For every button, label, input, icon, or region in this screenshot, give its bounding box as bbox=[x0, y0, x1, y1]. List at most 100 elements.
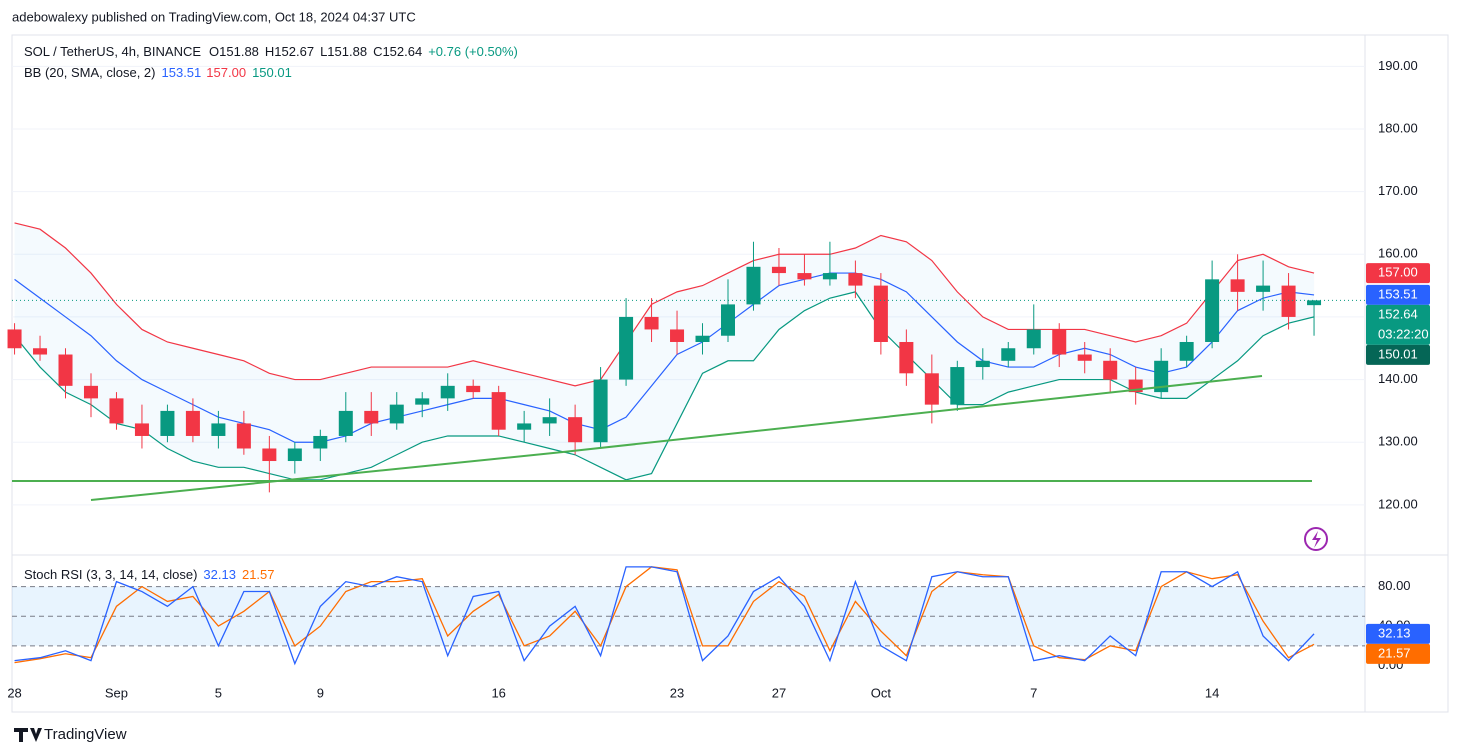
indicator-name: BB (20, SMA, close, 2) bbox=[24, 65, 156, 80]
candle-body bbox=[109, 398, 124, 424]
x-tick-label: Oct bbox=[871, 685, 892, 700]
indicator-value: 157.00 bbox=[206, 65, 246, 80]
candle-body bbox=[542, 417, 557, 424]
ohlc-value: L151.88 bbox=[320, 44, 367, 59]
candle-body bbox=[185, 410, 200, 436]
candle-body bbox=[593, 379, 608, 443]
symbol: SOL / TetherUS, 4h, BINANCE bbox=[24, 44, 201, 59]
candle-body bbox=[1179, 341, 1194, 361]
candle-body bbox=[797, 273, 812, 280]
x-tick-label: 5 bbox=[215, 685, 222, 700]
ohlc-value: C152.64 bbox=[373, 44, 422, 59]
candle-body bbox=[950, 367, 965, 405]
indicator-value: 32.13 bbox=[203, 567, 236, 582]
candle-body bbox=[1077, 354, 1092, 361]
candle-body bbox=[848, 273, 863, 286]
candle-body bbox=[236, 423, 251, 449]
candle-body bbox=[1154, 360, 1169, 393]
candle-body bbox=[262, 448, 277, 462]
candle-body bbox=[975, 360, 990, 368]
x-tick-label: 9 bbox=[317, 685, 324, 700]
candle-body bbox=[720, 304, 736, 336]
candle-body bbox=[1256, 285, 1271, 292]
alert-bolt bbox=[1312, 531, 1321, 548]
candle-body bbox=[313, 435, 328, 449]
candle-body bbox=[287, 448, 302, 462]
symbol-legend: SOL / TetherUS, 4h, BINANCE O151.88 H152.6… bbox=[24, 44, 518, 59]
candle-body bbox=[771, 266, 786, 274]
candle-body bbox=[33, 348, 48, 355]
y-tick-label: 170.00 bbox=[1378, 183, 1418, 198]
y-tick-label: 190.00 bbox=[1378, 58, 1418, 73]
candle-body bbox=[517, 423, 532, 430]
trend-line bbox=[90, 451, 564, 501]
alert-icon[interactable] bbox=[1304, 527, 1328, 551]
candle-body bbox=[160, 410, 175, 436]
indicator-value: 150.01 bbox=[252, 65, 292, 80]
y-tick-label: 120.00 bbox=[1378, 496, 1418, 511]
indicator-name: Stoch RSI (3, 3, 14, 14, close) bbox=[24, 567, 197, 582]
candle-body bbox=[83, 385, 98, 399]
bb-lower-line bbox=[14, 291, 1315, 481]
candle-body bbox=[1052, 329, 1067, 355]
brand-name: TradingView bbox=[44, 726, 127, 743]
ohlc-value: O151.88 bbox=[209, 44, 259, 59]
candle-body bbox=[211, 423, 226, 436]
candle-body bbox=[58, 354, 73, 386]
candle-body bbox=[873, 285, 888, 342]
candle-body bbox=[670, 329, 685, 342]
price-tag-label: 21.57 bbox=[1378, 645, 1411, 660]
publish-note: adebowalexy published on TradingView.com… bbox=[12, 9, 416, 24]
price-tag-label: 153.51 bbox=[1378, 286, 1418, 301]
frame bbox=[11, 34, 1449, 713]
price-tag-label: 03:22:20 bbox=[1378, 326, 1429, 341]
candle-body bbox=[364, 410, 379, 424]
candle-body bbox=[1281, 285, 1296, 317]
candle-body bbox=[899, 341, 914, 374]
candle-body bbox=[1230, 279, 1245, 292]
ohlc-value: H152.67 bbox=[265, 44, 314, 59]
candle-body bbox=[695, 335, 710, 342]
x-tick-label: Sep bbox=[105, 685, 128, 700]
candle-body bbox=[389, 404, 404, 424]
y-tick-label: 180.00 bbox=[1378, 120, 1418, 135]
price-tag-label: 32.13 bbox=[1378, 625, 1411, 640]
bb-upper-line bbox=[14, 222, 1315, 387]
ohlc-value: +0.76 (+0.50%) bbox=[428, 44, 518, 59]
price-tag bbox=[1366, 263, 1430, 284]
y-tick-label: 130.00 bbox=[1378, 434, 1418, 449]
indicator-legend: BB (20, SMA, close, 2) 153.51 157.00 150.01 bbox=[24, 65, 292, 80]
indicator-value: 153.51 bbox=[162, 65, 202, 80]
candle-body bbox=[1103, 360, 1118, 380]
price-pane: 120.00130.00140.00150.00160.00170.00180.… bbox=[7, 44, 1430, 511]
x-tick-label: 27 bbox=[772, 685, 786, 700]
stoch-legend: Stoch RSI (3, 3, 14, 14, close) 32.13 21.5… bbox=[24, 567, 275, 582]
y-tick-label: 140.00 bbox=[1378, 371, 1418, 386]
trend-line bbox=[562, 375, 1263, 453]
price-tag bbox=[1366, 344, 1430, 365]
candle-body bbox=[619, 316, 634, 380]
x-tick-label: 28 bbox=[7, 685, 21, 700]
x-tick-label: 23 bbox=[670, 685, 684, 700]
candle-body bbox=[1001, 348, 1016, 361]
bb-basis-line bbox=[14, 272, 1315, 443]
price-tag bbox=[1366, 623, 1430, 644]
candle-body bbox=[568, 417, 583, 443]
candle-body bbox=[7, 329, 22, 349]
price-tag bbox=[1366, 304, 1430, 345]
candle-body bbox=[644, 316, 659, 330]
candle-body bbox=[1307, 300, 1322, 306]
brand-logo bbox=[14, 728, 42, 742]
candle-body bbox=[746, 266, 761, 305]
candle-body bbox=[440, 385, 455, 399]
candle-body bbox=[1026, 329, 1041, 349]
y-tick-label: 80.00 bbox=[1378, 578, 1411, 593]
candle-body bbox=[924, 373, 939, 405]
candle-body bbox=[415, 398, 430, 405]
candle-body bbox=[491, 392, 506, 430]
price-tag bbox=[1366, 643, 1430, 664]
x-tick-label: 16 bbox=[491, 685, 505, 700]
candle-body bbox=[466, 385, 481, 393]
